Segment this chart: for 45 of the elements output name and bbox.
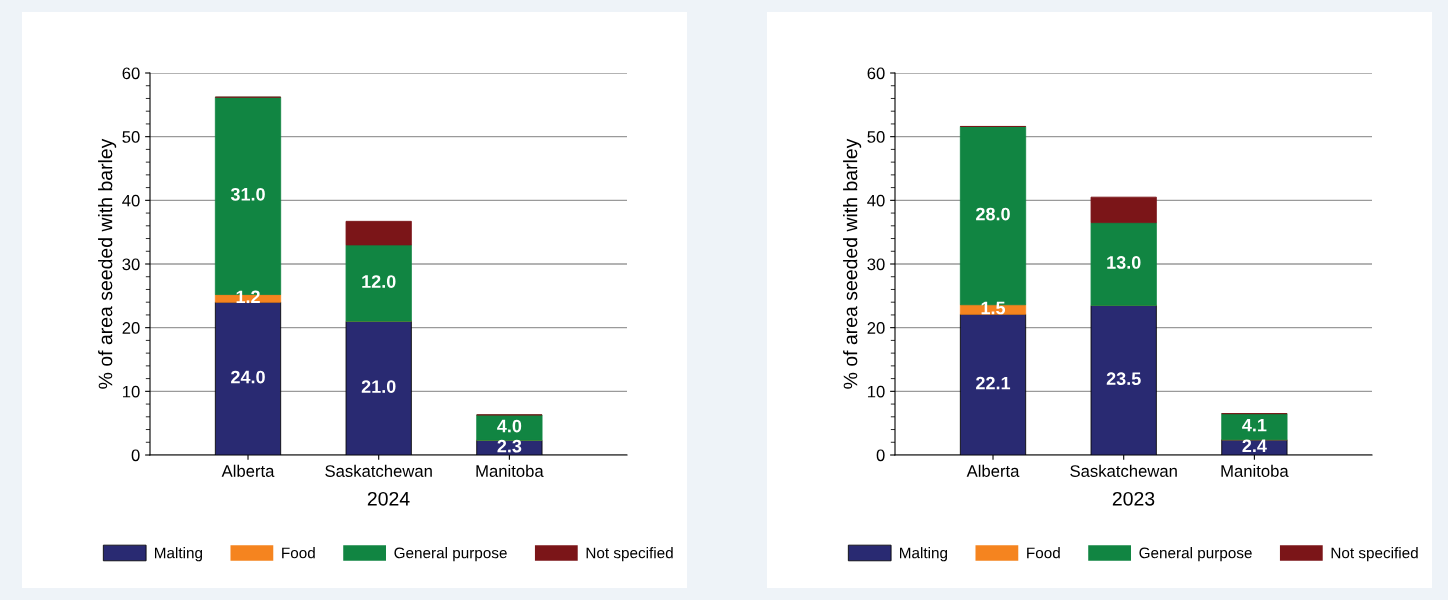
y-tick-label: 20: [867, 322, 885, 334]
y-axis-title: % of area seeded with barley: [98, 138, 117, 389]
data-label: 22.1: [976, 376, 1011, 390]
legend-label: Malting: [155, 547, 203, 562]
data-label: 13.0: [1107, 256, 1141, 269]
y-axis-title: % of area seeded with barley: [843, 138, 862, 389]
data-label: 24.0: [231, 370, 265, 384]
y-tick-label: 60: [867, 67, 885, 80]
legend-label: General purpose: [394, 547, 507, 562]
data-label: 31.0: [230, 187, 265, 201]
y-tick-label: 0: [131, 449, 140, 462]
y-tick-label: 10: [868, 385, 885, 398]
data-label: 2.3: [497, 439, 522, 453]
y-tick-label: 20: [122, 322, 140, 334]
data-label: 23.5: [1106, 372, 1141, 386]
y-tick-label: 40: [867, 194, 885, 207]
x-axis-title: 2023: [1112, 491, 1155, 506]
legend-label: General purpose: [1139, 547, 1252, 562]
data-label: 2.4: [1242, 439, 1267, 453]
legend-label: Food: [1027, 547, 1060, 559]
y-tick-label: 50: [867, 131, 885, 143]
legend-label: Food: [282, 547, 315, 559]
y-tick-label: 50: [122, 131, 140, 143]
data-label: 4.1: [1242, 418, 1267, 432]
x-tick-label: Saskatchewan: [1070, 464, 1177, 477]
data-label: 4.0: [497, 419, 522, 433]
x-tick-label: Alberta: [221, 464, 275, 477]
data-label: 1.5: [981, 301, 1006, 315]
x-tick-label: Saskatchewan: [325, 464, 432, 477]
x-tick-label: Manitoba: [1221, 464, 1289, 477]
data-label: 21.0: [361, 380, 396, 393]
x-axis-title: 2024: [367, 491, 410, 506]
x-tick-label: Manitoba: [476, 464, 544, 477]
y-tick-label: 30: [867, 258, 885, 271]
legend-label: Malting: [900, 547, 948, 562]
y-tick-label: 40: [122, 194, 140, 207]
x-tick-label: Alberta: [966, 464, 1020, 477]
y-tick-label: 30: [122, 258, 140, 271]
y-tick-label: 60: [122, 67, 140, 80]
data-label: 12.0: [362, 275, 396, 288]
y-tick-label: 0: [876, 449, 885, 462]
legend-label: Not specified: [586, 547, 673, 562]
y-tick-label: 10: [123, 385, 140, 398]
legend-label: Not specified: [1331, 547, 1418, 562]
data-label: 28.0: [976, 207, 1010, 221]
